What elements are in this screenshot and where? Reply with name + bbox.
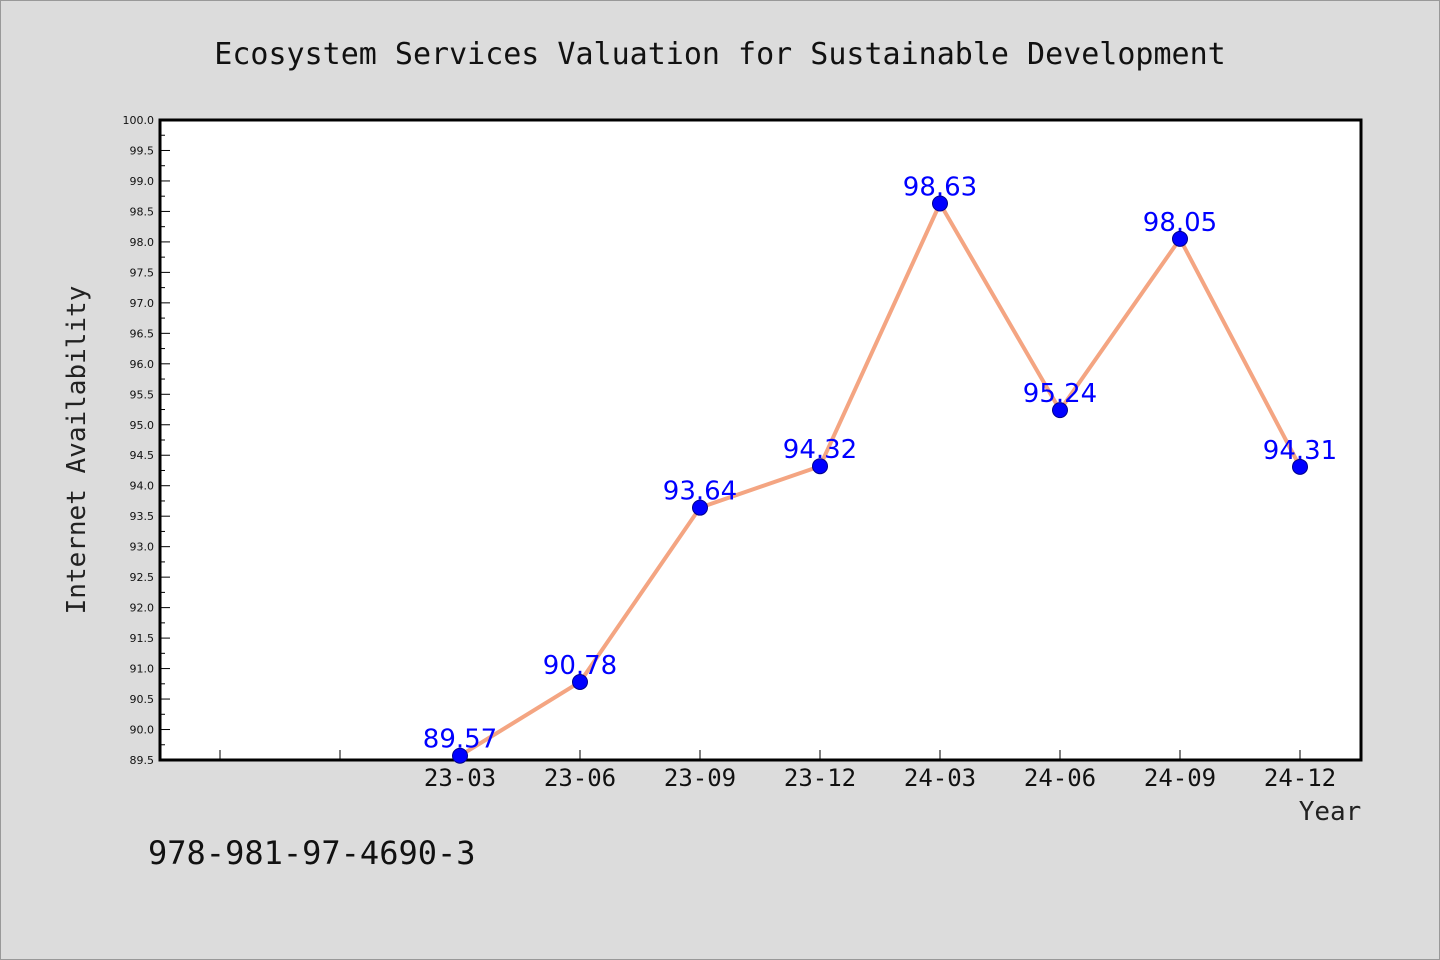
y-tick-label: 98.5 bbox=[130, 205, 155, 218]
data-point bbox=[572, 673, 588, 690]
x-axis-label: Year bbox=[1299, 797, 1362, 827]
y-tick-label: 93.0 bbox=[130, 541, 155, 554]
x-tick-label: 24-12 bbox=[1264, 764, 1336, 792]
data-label: 89.57 bbox=[423, 725, 497, 755]
isbn-text: 978-981-97-4690-3 bbox=[148, 834, 476, 872]
y-tick-label: 90.0 bbox=[130, 724, 155, 737]
data-point bbox=[812, 458, 828, 475]
y-tick-label: 98.0 bbox=[130, 236, 155, 249]
data-point bbox=[1172, 230, 1188, 247]
x-tick-label: 24-06 bbox=[1024, 764, 1096, 792]
data-label: 93.64 bbox=[663, 477, 737, 507]
y-tick-label: 91.5 bbox=[130, 632, 155, 645]
x-tick-label: 24-09 bbox=[1144, 764, 1216, 792]
y-tick-label: 93.5 bbox=[130, 510, 155, 523]
data-label: 94.31 bbox=[1263, 436, 1337, 466]
y-tick-label: 92.5 bbox=[130, 571, 155, 584]
y-tick-label: 95.5 bbox=[130, 388, 155, 401]
y-tick-label: 94.5 bbox=[130, 449, 155, 462]
x-tick-label: 23-12 bbox=[784, 764, 856, 792]
y-axis: 89.5 90.0 90.5 91.0 91.5 92.0 92.5 93.0 93.5 94.0… bbox=[123, 114, 170, 767]
plot-area bbox=[158, 118, 1363, 762]
y-tick-label: 99.5 bbox=[130, 144, 155, 157]
y-tick-label: 99.0 bbox=[130, 175, 155, 188]
x-tick-label: 23-06 bbox=[544, 764, 616, 792]
y-axis-label: Internet Availability bbox=[62, 286, 92, 615]
x-tick-label: 23-03 bbox=[424, 764, 496, 792]
y-tick-label: 100.0 bbox=[123, 114, 155, 127]
data-point bbox=[932, 195, 948, 212]
data-points bbox=[452, 195, 1308, 764]
y-tick-label: 90.5 bbox=[130, 693, 155, 706]
data-point bbox=[1052, 402, 1068, 419]
x-axis: 23-03 23-06 23-09 23-12 24-03 24-06 24-09 24-12 bbox=[219, 750, 1336, 792]
y-tick-label: 91.0 bbox=[130, 663, 155, 676]
data-label: 90.78 bbox=[543, 651, 617, 681]
data-label: 98.05 bbox=[1143, 208, 1217, 238]
y-tick-label: 89.5 bbox=[130, 754, 155, 767]
x-tick-label: 24-03 bbox=[904, 764, 976, 792]
chart-title: Ecosystem Services Valuation for Sustain… bbox=[214, 37, 1225, 72]
y-tick-label: 95.0 bbox=[130, 419, 155, 432]
y-tick-label: 94.0 bbox=[130, 480, 155, 493]
y-tick-label: 97.5 bbox=[130, 266, 155, 279]
data-point bbox=[1292, 458, 1308, 475]
x-tick-label: 23-09 bbox=[664, 764, 736, 792]
data-labels: 89.57 90.78 93.64 94.32 98.63 95.24 98.05 94.31 bbox=[423, 173, 1337, 755]
y-tick-label: 96.0 bbox=[130, 358, 155, 371]
data-point bbox=[452, 747, 468, 764]
data-label: 95.24 bbox=[1023, 379, 1097, 409]
series-line bbox=[458, 201, 1302, 758]
data-label: 94.32 bbox=[783, 435, 857, 465]
data-point bbox=[692, 499, 708, 516]
y-tick-label: 92.0 bbox=[130, 602, 155, 615]
data-label: 98.63 bbox=[903, 173, 977, 203]
series-line-layer bbox=[458, 201, 1302, 758]
y-tick-label: 96.5 bbox=[130, 327, 155, 340]
y-tick-label: 97.0 bbox=[130, 297, 155, 310]
